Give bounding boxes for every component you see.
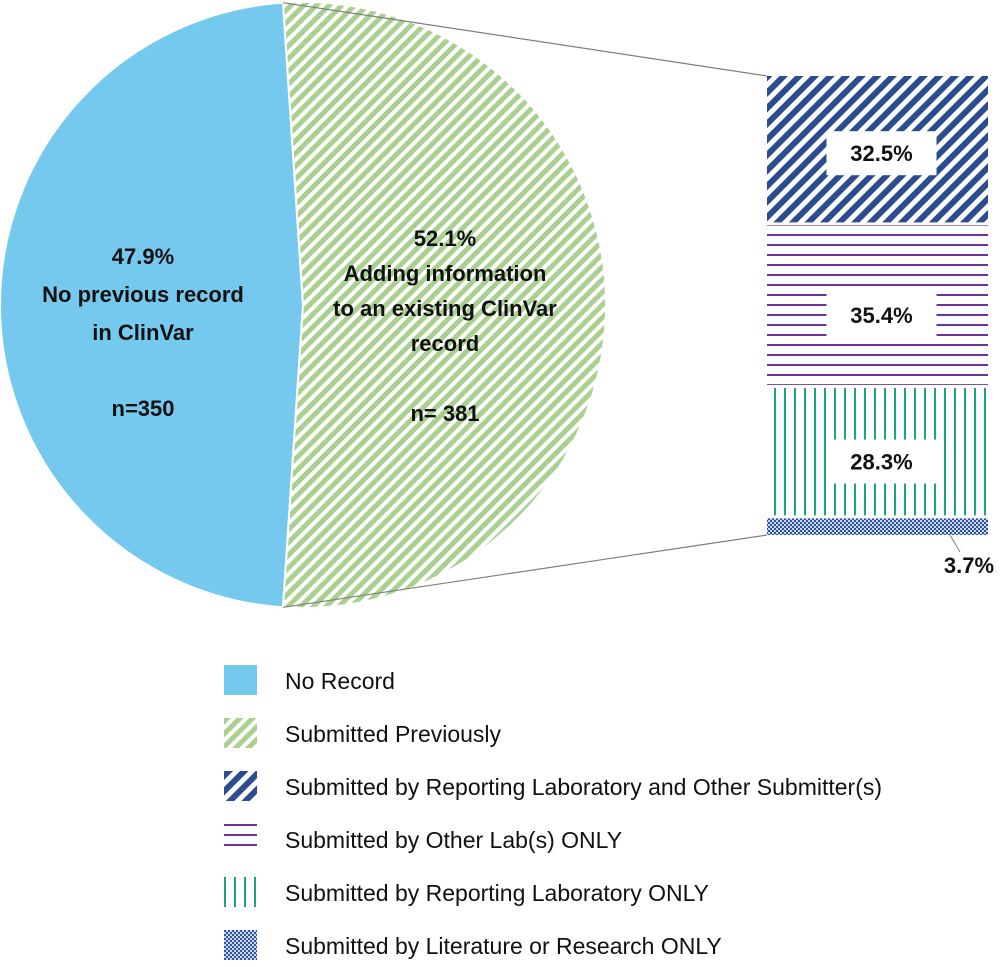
pie-slice-submitted-previously [281,1,607,609]
pie: 47.9% No previous record in ClinVar n=350 5… [0,1,607,609]
legend-swatch [224,771,257,801]
stacked-bar: 32.5% 35.4% 28.3% 3.7% [767,76,994,578]
pie-label-submitted-previously: 52.1% Adding information to an existing Cl… [333,226,557,426]
pie-label-no-record: 47.9% No previous record in ClinVar n=350 [42,244,244,421]
legend-item-submitted-previously: Submitted Previously [224,718,502,748]
bar-label-reporting-and-other: 32.5% [850,141,912,166]
legend-swatch [224,824,257,854]
legend-item-reporting-lab-only: Submitted by Reporting Laboratory ONLY [224,877,709,907]
bar-label-literature-only-leader [949,534,961,553]
legend-item-no-record: No Record [224,665,395,695]
legend: No Record Submitted Previously Submitted b… [224,665,882,960]
legend-label: Submitted by Reporting Laboratory and Ot… [285,774,882,800]
bar-label-reporting-lab-only: 28.3% [850,450,912,475]
bar-label-reporting-and-other-bg [826,131,937,176]
legend-item-other-lab-only: Submitted by Other Lab(s) ONLY [224,824,622,854]
connector-line-bottom [282,534,768,608]
legend-label: Submitted by Other Lab(s) ONLY [285,827,622,853]
legend-label: Submitted by Reporting Laboratory ONLY [285,880,709,906]
legend-item-literature-only: Submitted by Literature or Research ONLY [224,930,722,960]
bar-label-other-lab-only-bg [826,293,937,338]
bar-label-reporting-lab-only-bg [826,439,937,484]
legend-swatch [224,665,257,695]
bar-label-other-lab-only: 35.4% [850,303,912,328]
legend-swatch [224,718,257,748]
legend-swatch [224,930,257,960]
legend-label: No Record [285,668,395,694]
legend-item-reporting-and-other: Submitted by Reporting Laboratory and Ot… [224,771,882,801]
legend-label: Submitted Previously [285,721,502,747]
bar-segment-literature-only [767,518,988,535]
legend-swatch [224,877,257,907]
connector-lines [282,2,768,608]
connector-line-top [282,2,768,77]
pie-slice-no-record [0,1,305,609]
legend-label: Submitted by Literature or Research ONLY [285,933,722,959]
bar-label-literature-only: 3.7% [944,553,994,578]
